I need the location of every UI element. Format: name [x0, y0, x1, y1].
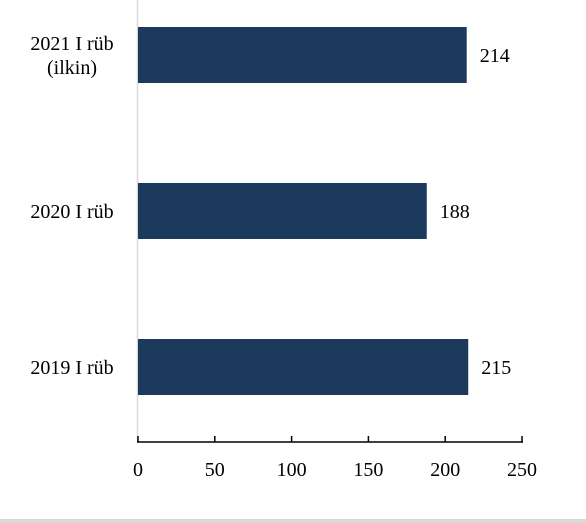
bar-2 [138, 339, 469, 395]
x-tick-label-1: 50 [205, 459, 225, 481]
x-tick-label-2: 100 [277, 459, 307, 481]
category-label-0-1: (ilkin) [47, 57, 97, 79]
bar-1 [138, 183, 427, 239]
x-tick-label-3: 150 [353, 459, 383, 481]
value-label-0: 214 [480, 45, 510, 67]
category-label-0-0: 2021 I rüb [30, 33, 113, 55]
bar-0 [138, 27, 467, 83]
bottom-divider [0, 519, 586, 523]
x-tick-label-5: 250 [507, 459, 537, 481]
category-label-2-0: 2019 I rüb [30, 357, 113, 379]
x-tick-label-4: 200 [430, 459, 460, 481]
value-label-2: 215 [481, 357, 511, 379]
category-label-1-0: 2020 I rüb [30, 201, 113, 223]
value-label-1: 188 [440, 201, 470, 223]
x-tick-label-0: 0 [133, 459, 143, 481]
